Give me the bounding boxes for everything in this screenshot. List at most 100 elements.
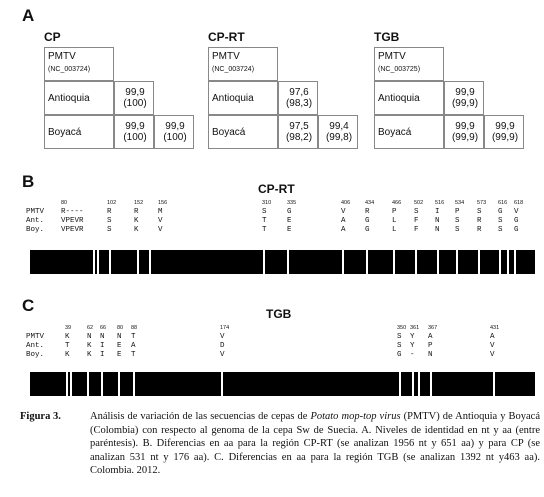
residue-boy: N (435, 226, 440, 234)
row1-value-cell: 99,9 (99,9) (444, 81, 484, 115)
residue-ant: V (158, 217, 163, 225)
row-name-pmtv: PMTV (26, 333, 45, 341)
residue-ant: I (100, 342, 105, 350)
residue-pmtv: A (490, 333, 495, 341)
nt-identity: 99,9 (455, 121, 475, 132)
position-label: 80 (61, 200, 68, 206)
residue-pmtv: S (477, 208, 482, 216)
residue-ant: F (414, 217, 419, 225)
position-label: 406 (341, 200, 351, 206)
row1-name-cell: Antioquia (44, 81, 114, 115)
position-label: 367 (428, 325, 438, 331)
residue-ant: K (87, 342, 92, 350)
tgb-genome-bar (30, 372, 535, 396)
ref-name: PMTV (378, 51, 406, 62)
residue-boy: N (428, 351, 433, 359)
residue-pmtv: M (158, 208, 163, 216)
variation-tick (437, 250, 439, 274)
row2-name: Boyacá (212, 127, 246, 138)
variation-tick (366, 250, 368, 274)
row1-name-cell: Antioquia (374, 81, 444, 115)
nt-identity: 99,9 (455, 87, 475, 98)
residue-pmtv: P (455, 208, 460, 216)
residue-pmtv: R (134, 208, 139, 216)
residue-ant: K (134, 217, 139, 225)
residue-boy: L (392, 226, 397, 234)
residue-pmtv: R (107, 208, 112, 216)
residue-boy: E (117, 351, 122, 359)
variation-tick (393, 250, 395, 274)
variation-tick (97, 250, 99, 274)
position-label: 66 (100, 325, 107, 331)
row-name-boy: Boy. (26, 226, 45, 234)
residue-boy: V (220, 351, 225, 359)
ref-cell: PMTV (NC_003725) (374, 47, 444, 81)
variation-tick (415, 250, 417, 274)
aa-identity: (99,9) (451, 132, 479, 143)
caption-virus-name: Potato mop-top virus (310, 411, 401, 422)
position-label: 618 (514, 200, 524, 206)
residue-pmtv: A (428, 333, 433, 341)
nt-identity: 97,6 (289, 87, 309, 98)
residue-ant: A (341, 217, 346, 225)
row-name-ant: Ant. (26, 342, 45, 350)
residue-boy: T (262, 226, 267, 234)
ref-accession: (NC_003725) (378, 66, 421, 73)
table-title: CP (44, 30, 61, 44)
position-label: 573 (477, 200, 487, 206)
variation-tick (412, 372, 414, 396)
caption-label: Figura 3. (20, 411, 61, 422)
residue-pmtv: R (365, 208, 370, 216)
aa-identity: (100) (123, 132, 147, 143)
residue-boy: G (397, 351, 402, 359)
residue-boy: VPEVR (61, 226, 84, 234)
variation-tick (478, 250, 480, 274)
aa-identity: (98,2) (285, 132, 313, 143)
position-label: 88 (131, 325, 138, 331)
residue-boy: K (134, 226, 139, 234)
row2-name-cell: Boyacá (374, 115, 444, 149)
residue-ant: S (455, 217, 460, 225)
residue-boy: T (131, 351, 136, 359)
residue-ant: G (514, 217, 519, 225)
caption-text-part: (PMTV) de Antioquia y Boyacá (Colombia) … (90, 411, 540, 477)
row2-value-cell-2: 99,4 (99,8) (318, 115, 358, 149)
residue-pmtv: S (414, 208, 419, 216)
residue-ant: E (287, 217, 292, 225)
residue-boy: - (410, 351, 415, 359)
residue-ant: A (131, 342, 136, 350)
row1-value-cell: 99,9 (100) (114, 81, 154, 115)
position-label: 361 (410, 325, 420, 331)
row2-name: Boyacá (378, 127, 412, 138)
variation-tick (499, 250, 501, 274)
ref-name: PMTV (48, 51, 76, 62)
row1-name: Antioquia (212, 93, 254, 104)
variation-tick (514, 250, 516, 274)
ref-accession: (NC_003724) (212, 66, 255, 73)
row1-name-cell: Antioquia (208, 81, 278, 115)
identity-table-tgb: TGB PMTV (NC_003725) Antioquia 99,9 (99,… (374, 30, 524, 149)
ref-name: PMTV (212, 51, 240, 62)
residue-ant: P (428, 342, 433, 350)
aa-identity: (99,8) (325, 132, 353, 143)
row-name-pmtv: PMTV (26, 208, 45, 216)
row-name-boy: Boy. (26, 351, 45, 359)
variation-tick (109, 250, 111, 274)
residue-pmtv: T (131, 333, 136, 341)
residue-ant: S (498, 217, 503, 225)
variation-tick (137, 250, 139, 274)
residue-ant: VPEVR (61, 217, 84, 225)
residue-boy: V (158, 226, 163, 234)
panel-c-label: C (22, 296, 35, 315)
residue-boy: G (514, 226, 519, 234)
variation-tick (456, 250, 458, 274)
panel-c-title: TGB (266, 307, 292, 321)
residue-boy: K (65, 351, 70, 359)
position-label: 431 (490, 325, 500, 331)
panel-b-title: CP-RT (258, 182, 295, 196)
residue-pmtv: I (435, 208, 440, 216)
residue-ant: G (365, 217, 370, 225)
residue-boy: S (455, 226, 460, 234)
row2-value-cell-2: 99,9 (100) (154, 115, 194, 149)
variation-tick (70, 372, 72, 396)
